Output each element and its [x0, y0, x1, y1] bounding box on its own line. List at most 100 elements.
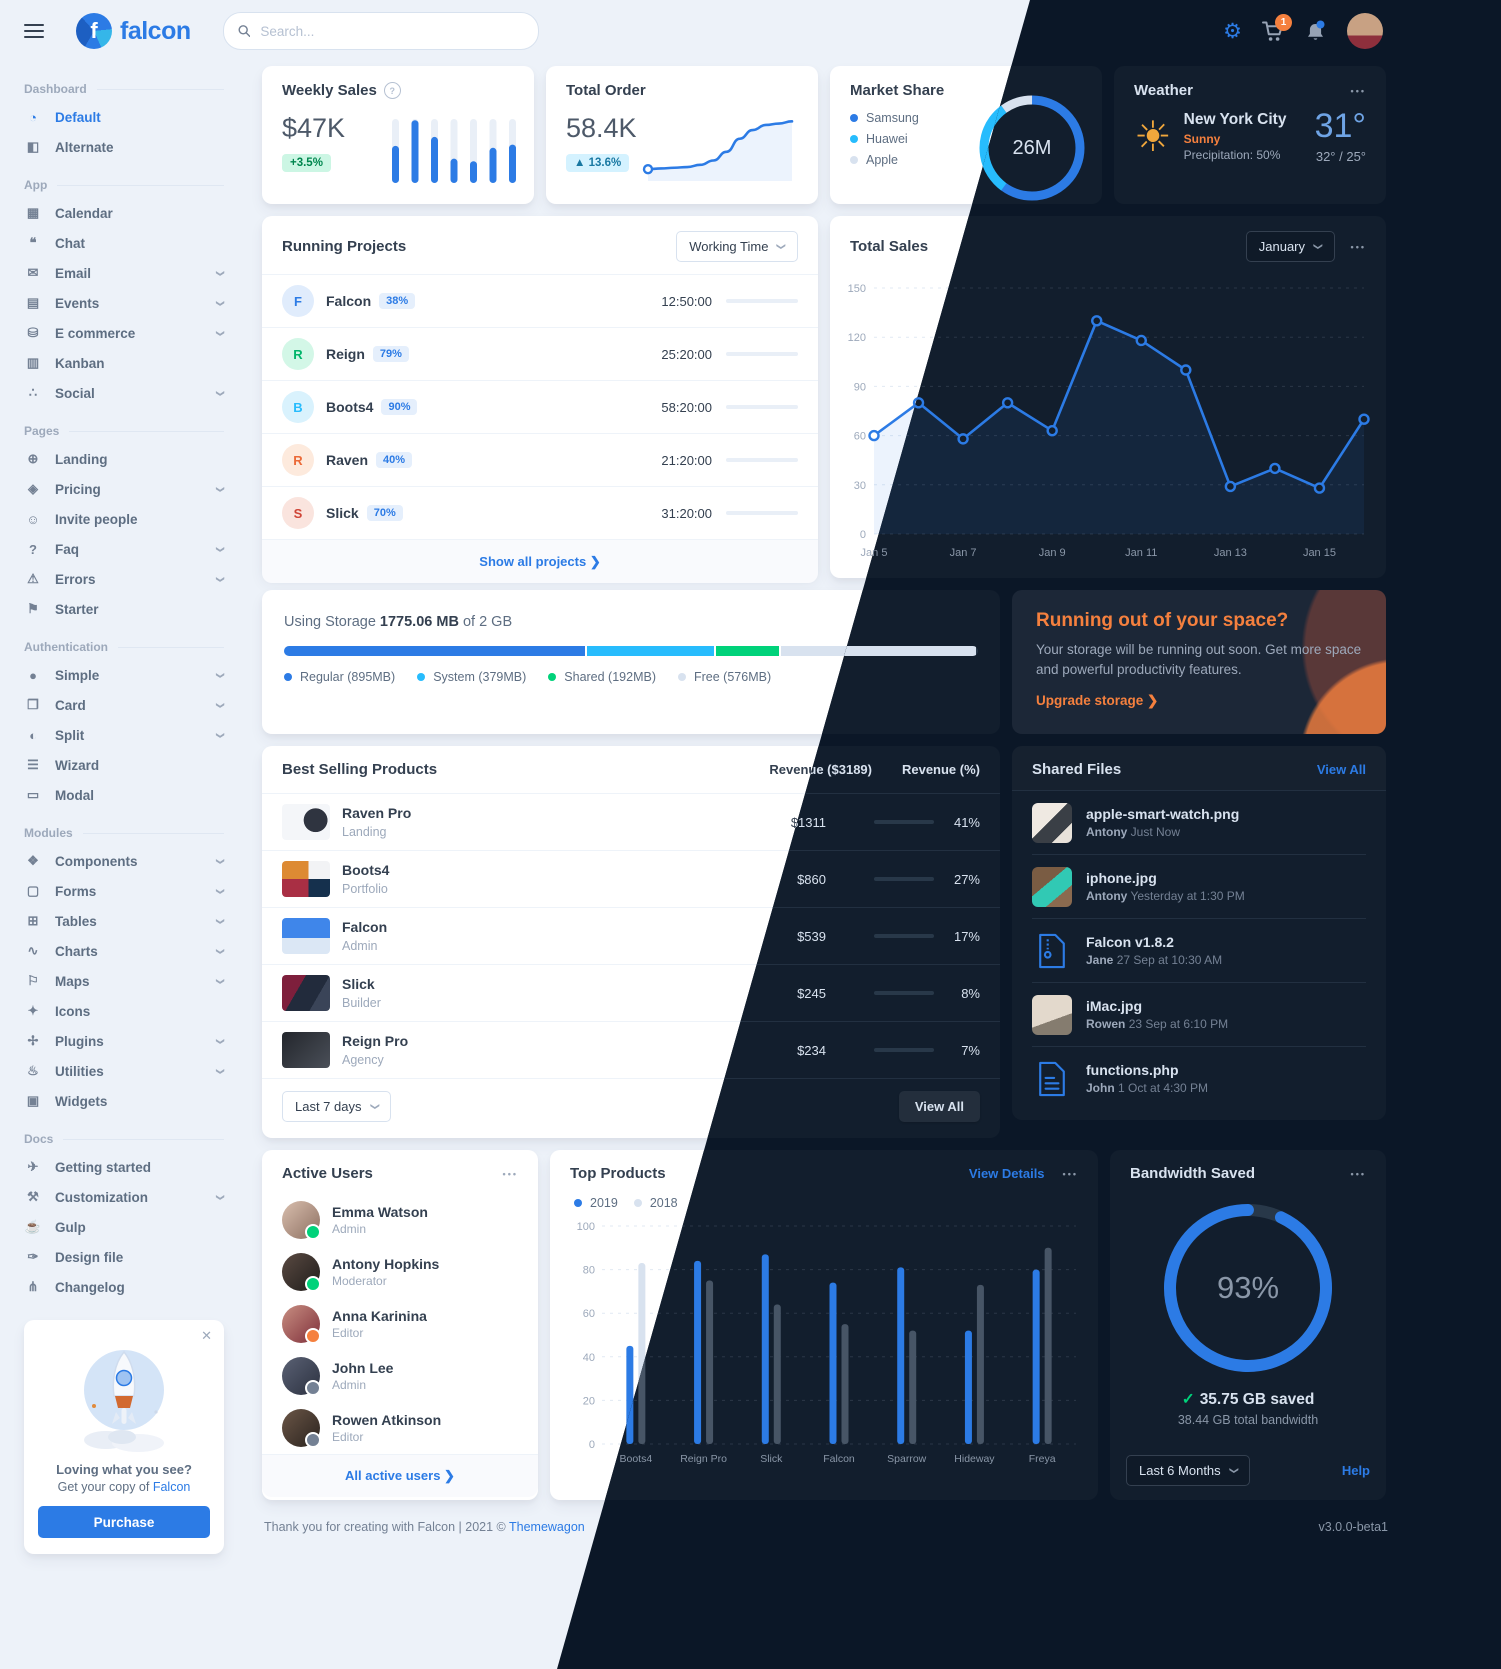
sidebar-item-errors[interactable]: ⚠ Errors ❯ — [24, 564, 225, 594]
view-details-link[interactable]: View Details — [968, 1166, 1045, 1181]
sidebar-item-customization[interactable]: ⚒ Customization ❯ — [24, 1182, 225, 1212]
sidebar-item-events[interactable]: ▤ Events ❯ — [24, 288, 226, 318]
list-item[interactable]: iMac.jpg Rowen 23 Sep at 6:10 PM — [1032, 983, 1366, 1047]
card-menu-icon[interactable]: ••• — [502, 1168, 518, 1179]
sidebar-item-card[interactable]: ❐ Card ❯ — [24, 690, 225, 720]
sidebar-item-changelog[interactable]: ⋔ Changelog — [24, 1272, 224, 1302]
falcon-logo[interactable]: f falcon — [76, 13, 191, 49]
help-icon[interactable]: ? — [383, 82, 401, 99]
user-avatar[interactable] — [1347, 13, 1383, 49]
working-time-select[interactable]: Working Time❯ — [676, 231, 798, 262]
sidebar-item-getting-started[interactable]: ✈ Getting started — [24, 1152, 224, 1182]
sidebar-item-split[interactable]: ◐ Split ❯ — [24, 720, 225, 750]
zip-file-icon — [1039, 933, 1065, 968]
sidebar-item-label: Maps — [55, 973, 90, 989]
card-menu-icon[interactable]: ••• — [1062, 1168, 1078, 1179]
notifications-bell-icon[interactable] — [1304, 20, 1327, 43]
project-row[interactable]: R Raven 40% 21:20:00 — [262, 433, 818, 486]
sidebar-item-simple[interactable]: ● Simple ❯ — [24, 660, 225, 690]
view-all-button[interactable]: View All — [898, 1090, 980, 1122]
bandwidth-saved-card: Bandwidth Saved ••• 93% ✓35.75 GB saved … — [1110, 1150, 1386, 1500]
sidebar-item-kanban[interactable]: ▥ Kanban — [24, 348, 224, 378]
project-time: 58:20:00 — [661, 399, 712, 415]
product-thumbnail — [282, 861, 330, 897]
list-item[interactable]: iphone.jpg Antony Yesterday at 1:30 PM — [1032, 855, 1366, 919]
sidebar-item-pricing[interactable]: ◈ Pricing ❯ — [24, 474, 225, 504]
globe-icon: ⊕ — [27, 451, 39, 466]
project-row[interactable]: R Reign 79% 25:20:00 — [262, 327, 818, 380]
card-menu-icon[interactable]: ••• — [1350, 241, 1366, 252]
card-menu-icon[interactable]: ••• — [1350, 1168, 1366, 1179]
themewagon-link[interactable]: Themewagon — [509, 1520, 585, 1534]
sidebar-item-gulp[interactable]: ☕ Gulp — [24, 1212, 224, 1242]
close-icon[interactable]: ✕ — [201, 1328, 212, 1343]
upgrade-storage-link[interactable]: Upgrade storage ❯ — [1036, 692, 1159, 708]
sidebar-item-maps[interactable]: ⚐ Maps ❯ — [24, 966, 225, 996]
sidebar-item-email[interactable]: ✉ Email ❯ — [24, 258, 226, 288]
sidebar-section-label: Docs — [24, 1132, 224, 1146]
check-icon: ✓ — [1181, 1391, 1195, 1408]
sidebar-item-calendar[interactable]: ▦ Calendar — [24, 198, 224, 228]
list-item[interactable]: functions.php John 1 Oct at 4:30 PM — [1032, 1047, 1366, 1110]
month-select[interactable]: January❯ — [1245, 231, 1335, 262]
last-7-days-select[interactable]: Last 7 days❯ — [282, 1090, 392, 1122]
sidebar-item-widgets[interactable]: ▣ Widgets — [24, 1086, 224, 1116]
project-row[interactable]: S Slick 70% 31:20:00 — [262, 486, 818, 539]
card-menu-icon[interactable]: ••• — [1350, 85, 1366, 96]
status-badge — [305, 1328, 321, 1344]
sidebar-item-utilities[interactable]: ♨ Utilities ❯ — [24, 1056, 225, 1086]
project-progress-bar — [726, 405, 798, 409]
list-item[interactable]: apple-smart-watch.png Antony Just Now — [1032, 791, 1366, 855]
project-progress-badge: 38% — [379, 293, 416, 309]
sidebar-section-label: App — [24, 178, 224, 192]
help-link[interactable]: Help — [1341, 1463, 1370, 1478]
user-avatar — [282, 1201, 321, 1240]
sidebar-item-invite-people[interactable]: ☺ Invite people — [24, 504, 224, 534]
sidebar-item-design-file[interactable]: ✑ Design file — [24, 1242, 224, 1272]
sidebar-item-e-commerce[interactable]: ⛁ E commerce ❯ — [24, 318, 226, 348]
sidebar-item-starter[interactable]: ⚑ Starter — [24, 594, 224, 624]
project-row[interactable]: F Falcon 38% 12:50:00 — [262, 274, 818, 327]
project-row[interactable]: B Boots4 90% 58:20:00 — [262, 380, 818, 433]
sidebar-item-forms[interactable]: ▢ Forms ❯ — [24, 876, 225, 906]
view-all-files-link[interactable]: View All — [1316, 762, 1366, 777]
sidebar-item-modal[interactable]: ▭ Modal — [24, 780, 224, 810]
shopping-cart-icon[interactable]: 1 — [1262, 13, 1292, 42]
sidebar-item-charts[interactable]: ∿ Charts ❯ — [24, 936, 226, 966]
search-input[interactable] — [258, 22, 524, 40]
hamburger-menu-icon[interactable] — [24, 24, 44, 38]
status-badge — [305, 1432, 321, 1448]
sidebar-item-default[interactable]: ◔ Default — [24, 102, 224, 132]
status-badge — [305, 1380, 321, 1396]
promo-text: Loving what you see? — [56, 1462, 192, 1477]
sidebar-item-alternate[interactable]: ◧ Alternate — [24, 132, 224, 162]
svg-text:150: 150 — [848, 283, 866, 295]
search-box[interactable] — [222, 12, 539, 50]
sidebar-item-chat[interactable]: ❝ Chat — [24, 228, 224, 258]
sidebar-item-tables[interactable]: ⊞ Tables ❯ — [24, 906, 226, 936]
falcon-link[interactable]: Falcon — [152, 1480, 191, 1494]
chevron-down-icon: ❯ — [216, 299, 226, 307]
sidebar-item-components[interactable]: ❖ Components ❯ — [24, 846, 225, 876]
sidebar-item-social[interactable]: ∴ Social ❯ — [24, 378, 225, 408]
sidebar-item-wizard[interactable]: ☰ Wizard — [24, 750, 224, 780]
list-item[interactable]: Falcon v1.8.2 Jane 27 Sep at 10:30 AM — [1032, 919, 1366, 983]
show-all-projects-link[interactable]: Show all projects ❯ — [479, 553, 601, 569]
sidebar-item-landing[interactable]: ⊕ Landing — [24, 444, 224, 474]
sidebar-item-icons[interactable]: ✦ Icons — [24, 996, 224, 1026]
last-6-months-select[interactable]: Last 6 Months❯ — [1126, 1455, 1251, 1486]
settings-gear-icon[interactable]: ⚙ — [1223, 19, 1242, 43]
purchase-button[interactable]: Purchase — [38, 1506, 210, 1538]
sidebar-item-plugins[interactable]: ✢ Plugins ❯ — [24, 1026, 226, 1056]
all-active-users-link[interactable]: All active users ❯ — [345, 1468, 455, 1483]
sidebar-item-faq[interactable]: ? Faq ❯ — [24, 534, 225, 564]
